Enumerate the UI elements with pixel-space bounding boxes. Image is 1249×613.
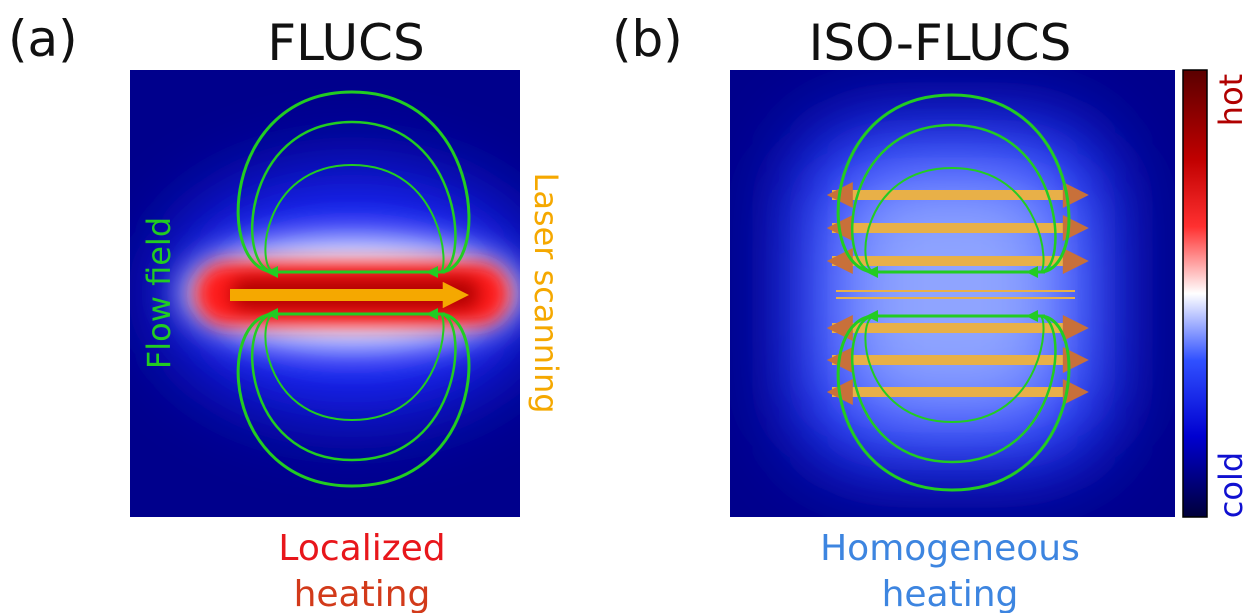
caption-line: heating bbox=[294, 574, 431, 613]
flow-field-label: Flow field bbox=[140, 217, 178, 369]
cold-label: cold bbox=[1212, 452, 1249, 518]
figure: (a) FLUCS (b) ISO-FLUCS Flow field Laser… bbox=[0, 0, 1249, 613]
panel-title: ISO-FLUCS bbox=[809, 14, 1072, 72]
caption-line: Localized bbox=[278, 528, 445, 569]
hot-label: hot bbox=[1212, 74, 1249, 126]
laser-scanning-label: Laser scanning bbox=[527, 172, 565, 413]
panel-title: FLUCS bbox=[267, 14, 424, 72]
panel-label: (b) bbox=[612, 10, 683, 68]
heatmap-b bbox=[730, 70, 1175, 517]
caption-line: Homogeneous bbox=[820, 528, 1080, 569]
page: (a) FLUCS (b) ISO-FLUCS Flow field Laser… bbox=[0, 0, 1249, 613]
caption-line: heating bbox=[882, 574, 1019, 613]
colorbar bbox=[1183, 70, 1207, 517]
panel-label: (a) bbox=[8, 10, 78, 68]
